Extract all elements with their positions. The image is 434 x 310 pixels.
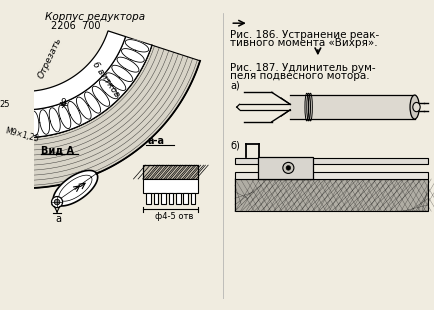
Bar	[235, 172, 428, 179]
Polygon shape	[0, 45, 200, 188]
Text: б): б)	[230, 140, 240, 151]
Text: М9×1,25: М9×1,25	[4, 126, 40, 144]
Text: а): а)	[230, 81, 240, 91]
Bar	[235, 158, 428, 164]
Bar	[235, 179, 428, 211]
Ellipse shape	[410, 95, 419, 119]
Bar	[154, 193, 158, 204]
Polygon shape	[106, 73, 126, 91]
Polygon shape	[19, 111, 28, 136]
Polygon shape	[49, 108, 60, 132]
Text: а: а	[55, 214, 61, 224]
Text: ф4-5 отв: ф4-5 отв	[155, 212, 193, 221]
Polygon shape	[53, 170, 98, 206]
Polygon shape	[76, 97, 91, 119]
Text: Рис. 186. Устранение реак-: Рис. 186. Устранение реак-	[230, 30, 380, 40]
Polygon shape	[39, 110, 49, 134]
Polygon shape	[117, 57, 139, 72]
Text: Рис. 187. Удлинитель рум-: Рис. 187. Удлинитель рум-	[230, 63, 376, 73]
Polygon shape	[99, 80, 118, 99]
Circle shape	[286, 166, 291, 170]
Bar	[146, 193, 151, 204]
Text: 25: 25	[0, 100, 10, 109]
Text: Вид А: Вид А	[41, 145, 74, 155]
Polygon shape	[68, 101, 81, 124]
Polygon shape	[30, 111, 39, 136]
Bar	[143, 179, 198, 193]
Text: Отрезать: Отрезать	[37, 36, 64, 80]
Bar	[168, 193, 173, 204]
Text: пеля подвесного мотора.: пеля подвесного мотора.	[230, 71, 370, 81]
Polygon shape	[290, 95, 414, 119]
Polygon shape	[8, 111, 18, 135]
Polygon shape	[92, 86, 110, 106]
Polygon shape	[0, 109, 8, 134]
Bar	[176, 193, 181, 204]
Bar	[183, 193, 188, 204]
Polygon shape	[85, 92, 101, 113]
Polygon shape	[125, 40, 149, 52]
Text: 9: 9	[60, 98, 66, 107]
Text: тивного момента «Вихря».: тивного момента «Вихря».	[230, 38, 378, 48]
Text: Корпус редуктора: Корпус редуктора	[45, 12, 145, 22]
Circle shape	[54, 199, 60, 205]
Text: а-а: а-а	[147, 136, 164, 146]
Bar	[191, 193, 195, 204]
Polygon shape	[0, 31, 125, 110]
Text: 6 витков: 6 витков	[90, 60, 121, 99]
Text: 2206  700: 2206 700	[50, 21, 100, 31]
Polygon shape	[0, 37, 152, 137]
Polygon shape	[0, 4, 108, 91]
Ellipse shape	[413, 103, 420, 112]
Bar	[161, 193, 166, 204]
Polygon shape	[59, 105, 71, 129]
Bar	[143, 165, 198, 179]
Circle shape	[52, 197, 62, 208]
Polygon shape	[112, 65, 133, 82]
Polygon shape	[122, 49, 144, 62]
Bar	[258, 157, 313, 179]
Circle shape	[283, 162, 294, 173]
